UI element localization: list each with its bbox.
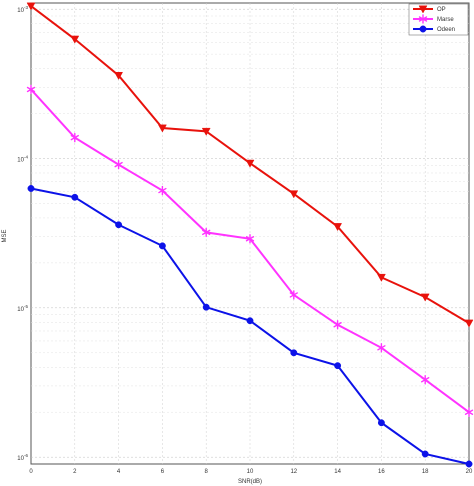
x-tick-label: 10: [247, 469, 254, 475]
x-tick-label: 16: [378, 469, 385, 475]
star-stroke: [26, 86, 36, 93]
legend-item-marse: Marse: [413, 14, 454, 24]
y-tick-label: 10-3: [17, 5, 28, 14]
data-point-marse: [202, 227, 211, 238]
star-stroke: [421, 377, 430, 383]
legend-label: OP: [437, 7, 446, 13]
legend: OP Marse Odeen: [408, 3, 469, 36]
data-point-odeen: [246, 317, 254, 325]
data-point-odeen: [71, 193, 79, 201]
series-marse: [26, 84, 474, 417]
series-odeen: [27, 185, 473, 468]
data-point-marse: [114, 159, 123, 170]
data-point-odeen: [115, 221, 123, 229]
star-stroke: [158, 187, 167, 194]
x-axis-label: SNR(dB): [238, 479, 262, 485]
y-tick-base: 10: [17, 8, 24, 14]
data-point-marse: [333, 320, 342, 330]
x-tick-label: 18: [422, 469, 429, 475]
y-tick-label: 10-4: [17, 155, 28, 164]
x-tick-label: 2: [73, 469, 77, 475]
data-point-marse: [158, 185, 167, 196]
data-point-op: [333, 223, 343, 232]
legend-marker: [418, 5, 428, 14]
y-tick-exponent: -3: [24, 5, 28, 10]
y-tick-base: 10: [17, 307, 24, 313]
data-point-op: [245, 159, 255, 168]
y-tick-exponent: -6: [24, 453, 28, 458]
data-point-op: [464, 319, 474, 328]
series-op: [26, 2, 474, 328]
data-point-op: [376, 273, 386, 282]
data-point-odeen: [334, 362, 342, 370]
data-point-marse: [421, 375, 430, 385]
x-tick-label: 14: [334, 469, 341, 475]
data-point-op: [26, 2, 36, 11]
y-tick-base: 10: [17, 456, 24, 462]
data-point-op: [201, 127, 211, 136]
x-tick-label: 20: [466, 469, 473, 475]
data-point-op: [420, 293, 430, 302]
data-point-op: [289, 190, 299, 199]
data-point-odeen: [158, 242, 166, 250]
y-tick-exponent: -4: [24, 155, 28, 160]
data-point-marse: [245, 234, 255, 244]
star-stroke: [377, 345, 386, 351]
y-tick-label: 10-6: [17, 453, 28, 462]
y-tick-label: 10-5: [17, 304, 28, 313]
data-point-odeen: [465, 460, 473, 468]
star-stroke: [70, 134, 79, 141]
y-tick-exponent: -5: [24, 304, 28, 309]
data-point-odeen: [27, 185, 35, 192]
data-point-marse: [377, 343, 386, 353]
data-point-odeen: [290, 349, 298, 357]
legend-label: Marse: [437, 17, 454, 23]
series-layer: [26, 2, 474, 468]
data-point-marse: [26, 84, 36, 95]
y-axis-label: MSE: [2, 229, 8, 242]
data-point-odeen: [421, 450, 429, 458]
y-tick-base: 10: [17, 158, 24, 164]
legend-label: Odeen: [437, 27, 455, 33]
x-tick-label: 8: [205, 469, 209, 475]
data-point-odeen: [202, 303, 210, 311]
legend-marker: [419, 25, 427, 33]
data-point-marse: [464, 407, 474, 417]
legend-item-op: OP: [413, 5, 446, 14]
data-point-op: [70, 35, 80, 44]
data-point-marse: [289, 290, 298, 300]
star-stroke: [418, 16, 428, 22]
x-tick-label: 6: [161, 469, 165, 475]
star-stroke: [245, 236, 255, 242]
data-point-op: [157, 124, 167, 133]
star-stroke: [202, 229, 211, 236]
data-point-marse: [70, 132, 79, 143]
data-point-op: [114, 71, 124, 80]
legend-marker: [418, 14, 428, 24]
star-stroke: [464, 409, 474, 415]
x-tick-label: 12: [290, 469, 297, 475]
x-tick-label: 4: [117, 469, 121, 475]
x-tick-label: 0: [29, 469, 33, 475]
star-stroke: [333, 322, 342, 328]
legend-item-odeen: Odeen: [413, 25, 455, 33]
data-point-odeen: [377, 419, 385, 427]
star-stroke: [289, 292, 298, 298]
star-stroke: [114, 161, 123, 168]
